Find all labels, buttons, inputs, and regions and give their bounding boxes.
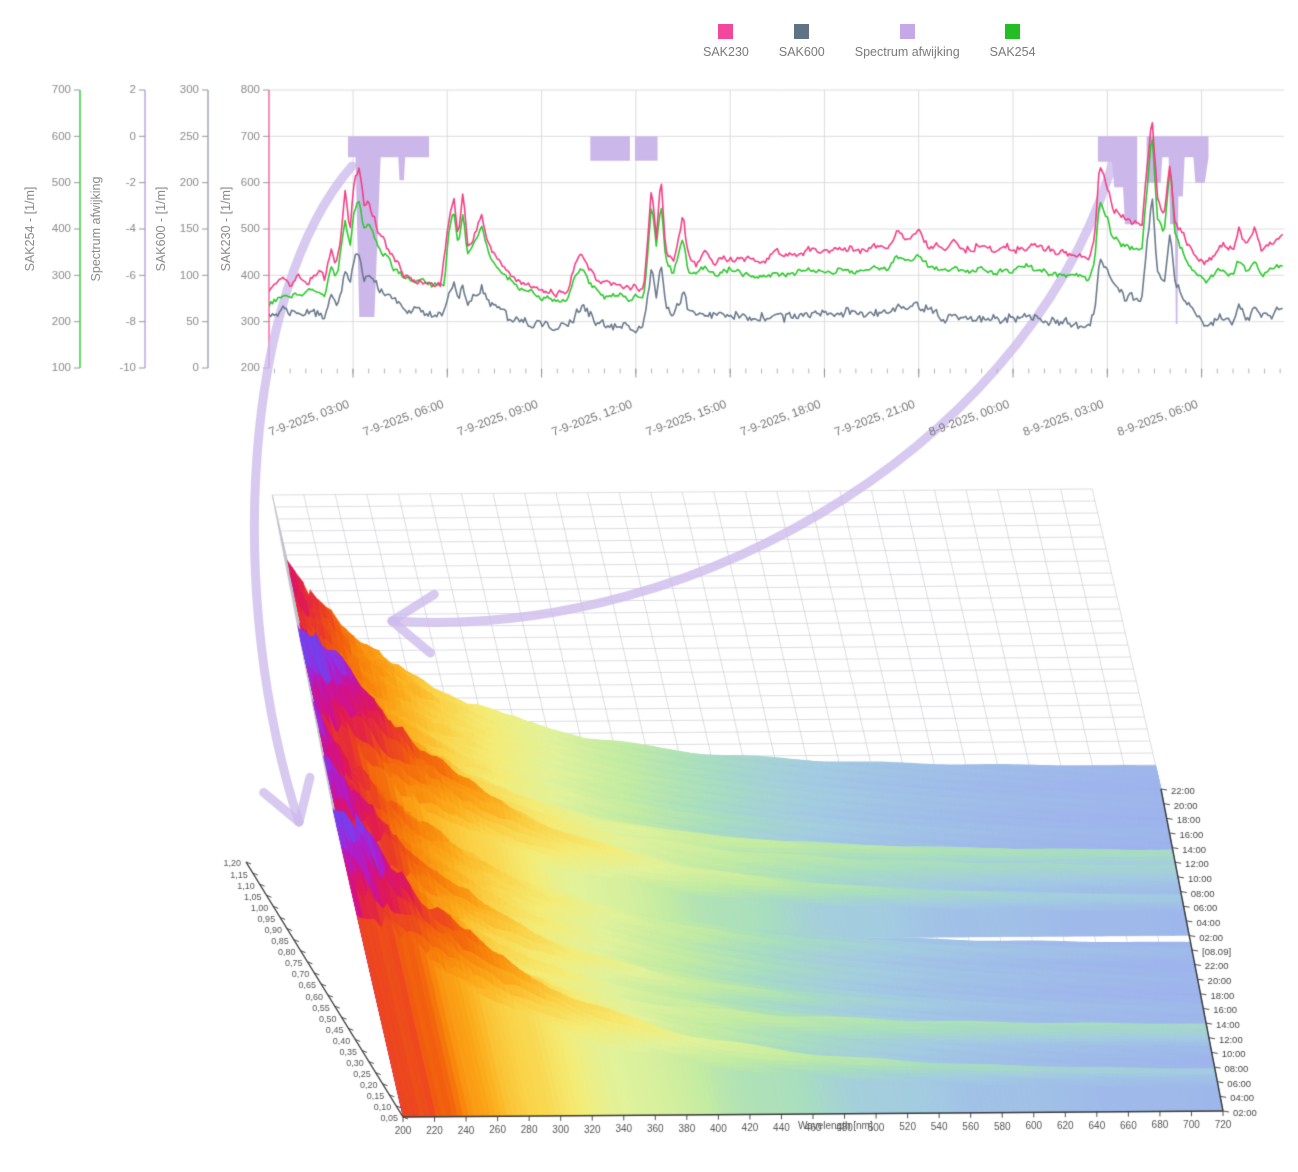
- chart-legend: SAK230 SAK600 Spectrum afwijking SAK254: [703, 24, 1036, 59]
- axis-title-sak230: SAK230 - [1/m]: [219, 186, 233, 272]
- legend-item-sak230[interactable]: SAK230: [703, 24, 749, 59]
- legend-swatch-icon: [899, 24, 915, 39]
- legend-label: Spectrum afwijking: [854, 45, 960, 59]
- axis-title-spectrum-afwijking: Spectrum afwijking: [89, 176, 103, 282]
- legend-item-sak254[interactable]: SAK254: [990, 24, 1036, 59]
- legend-item-sak600[interactable]: SAK600: [779, 24, 825, 59]
- legend-swatch-icon: [794, 24, 810, 39]
- legend-swatch-icon: [1005, 24, 1021, 39]
- legend-swatch-icon: [718, 24, 734, 39]
- legend-label: SAK254: [989, 45, 1036, 59]
- legend-label: SAK600: [778, 45, 825, 59]
- axis-title-sak254: SAK254 - [1/m]: [23, 186, 37, 272]
- legend-item-spectrum-afwijking[interactable]: Spectrum afwijking: [855, 24, 960, 59]
- axis-title-sak600: SAK600 - [1/m]: [154, 186, 168, 272]
- legend-label: SAK230: [703, 45, 749, 59]
